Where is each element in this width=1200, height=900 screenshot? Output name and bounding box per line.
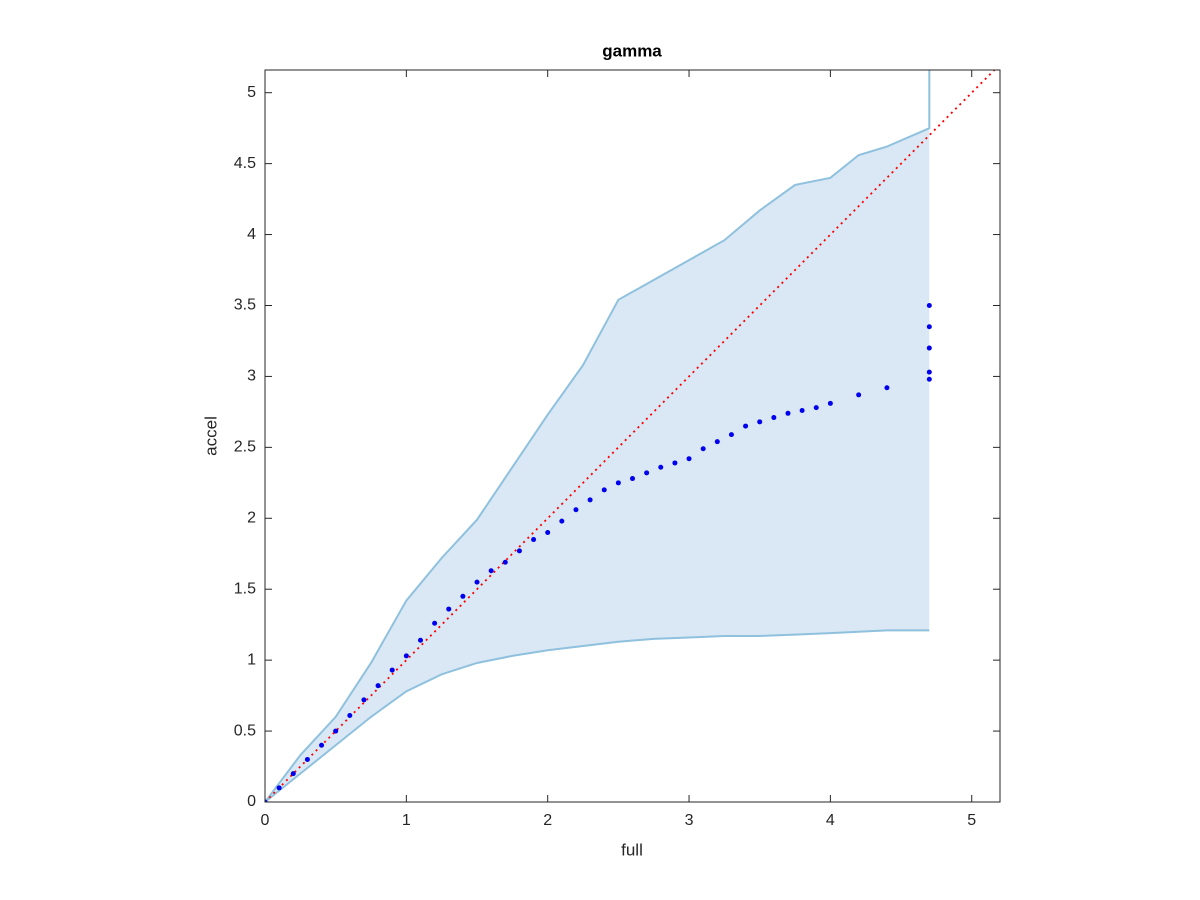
point (630, 476, 635, 482)
point (375, 683, 381, 689)
point (785, 410, 791, 416)
point (700, 446, 706, 452)
x-tick-label: 3 (685, 812, 694, 829)
point (686, 456, 692, 462)
y-tick-label: 4.5 (234, 155, 256, 172)
y-tick-label: 4 (247, 226, 256, 243)
point (319, 742, 325, 748)
point (276, 785, 282, 791)
y-axis-label: accel (201, 416, 220, 456)
point (417, 637, 423, 643)
point (771, 415, 777, 421)
y-tick-label: 0 (247, 793, 256, 810)
point (516, 548, 522, 554)
chart-title: gamma (602, 41, 662, 60)
point (488, 568, 494, 574)
point (658, 464, 664, 470)
point (446, 606, 452, 612)
point (644, 470, 650, 476)
y-tick-label: 2.5 (234, 439, 256, 456)
point (856, 392, 862, 398)
x-tick-label: 2 (543, 812, 552, 829)
band-upper (265, 70, 931, 802)
point (545, 529, 551, 535)
point (265, 799, 268, 802)
x-tick-label: 4 (826, 812, 835, 829)
x-tick-label: 1 (402, 812, 411, 829)
x-tick-label: 5 (967, 812, 976, 829)
point (290, 771, 296, 777)
band-fill (265, 70, 930, 802)
point (813, 405, 819, 411)
x-axis-label: full (621, 840, 643, 859)
point (573, 507, 579, 513)
point (531, 537, 537, 543)
x-tick-label: 0 (261, 812, 270, 829)
point (347, 712, 353, 718)
y-tick-label: 3 (247, 368, 256, 385)
point (926, 376, 932, 382)
point (926, 324, 932, 330)
point (502, 559, 508, 565)
y-tick-label: 1 (247, 651, 256, 668)
point (926, 369, 932, 375)
point (389, 667, 395, 673)
point (559, 518, 565, 524)
point (333, 728, 339, 734)
point (799, 407, 805, 413)
point (884, 385, 890, 391)
point (474, 579, 480, 585)
y-tick-label: 1.5 (234, 580, 256, 597)
point (587, 497, 593, 503)
point (672, 460, 678, 466)
band-lower (265, 629, 930, 802)
point (601, 487, 607, 493)
point (714, 439, 720, 445)
point (926, 345, 932, 351)
point (361, 697, 367, 703)
point (460, 593, 466, 599)
point (304, 756, 310, 762)
point (432, 620, 438, 626)
y-tick-label: 0.5 (234, 722, 256, 739)
axes-box (264, 69, 1001, 803)
point (827, 400, 833, 406)
point (615, 480, 621, 486)
point (926, 302, 932, 308)
y-tick-label: 2 (247, 509, 256, 526)
y-tick-label: 5 (247, 84, 256, 101)
point (743, 423, 749, 429)
plot-area (265, 70, 996, 802)
point (757, 419, 763, 425)
point (728, 432, 734, 438)
point (403, 653, 409, 659)
y-tick-label: 3.5 (234, 297, 256, 314)
